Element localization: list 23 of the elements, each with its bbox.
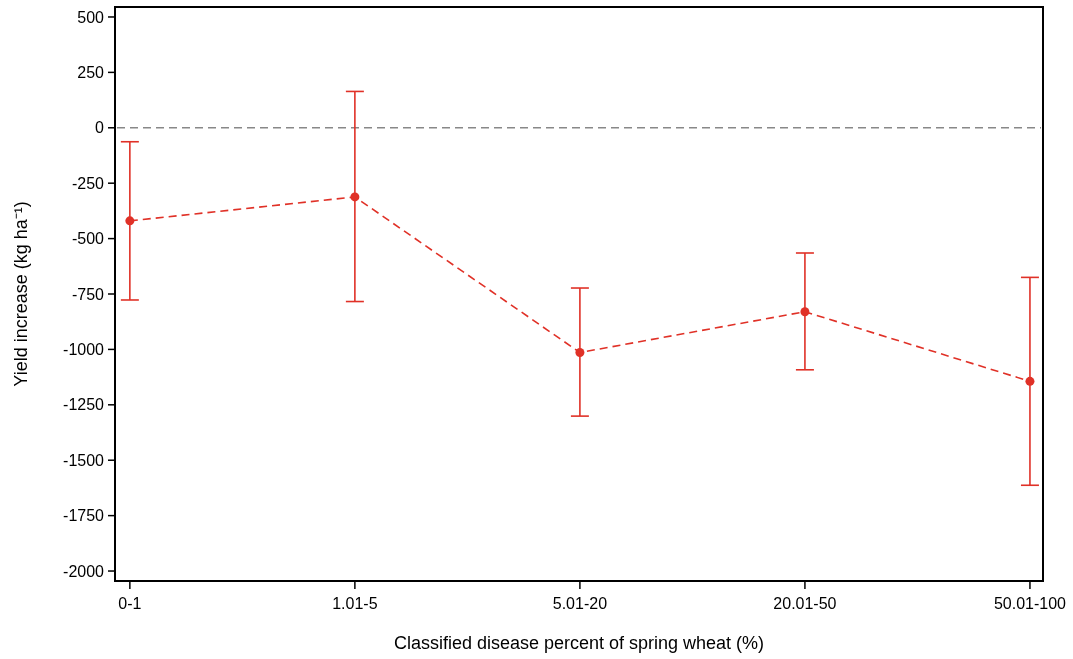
y-tick-label: -2000 xyxy=(63,562,105,580)
point xyxy=(1025,376,1035,386)
point xyxy=(350,192,360,202)
x-tick-label: 20.01-50 xyxy=(773,595,837,612)
x-tick-label: 1.01-5 xyxy=(332,595,378,612)
y-tick-label: -750 xyxy=(71,285,105,303)
x-tick-label: 50.01-100 xyxy=(993,595,1067,612)
y-tick-label: 0 xyxy=(95,119,105,137)
point xyxy=(575,348,585,358)
y-tick-label: -1750 xyxy=(63,507,105,525)
y-tick-label: -1500 xyxy=(63,451,105,469)
point xyxy=(125,216,135,226)
x-tick-label: 0-1 xyxy=(118,595,142,612)
point xyxy=(800,307,810,317)
y-tick-label: 500 xyxy=(77,8,105,26)
x-axis-title: Classified disease percent of spring wheat (%) xyxy=(393,633,765,653)
x-tick-label: 5.01-20 xyxy=(552,595,608,612)
y-tick-label: 250 xyxy=(77,63,105,81)
y-tick-label: -1000 xyxy=(63,341,105,359)
y-tick-label: -1250 xyxy=(63,396,105,414)
y-axis-title: Yield increase (kg ha⁻¹) xyxy=(11,201,31,387)
y-tick-label: -250 xyxy=(71,174,105,192)
y-tick-label: -500 xyxy=(71,230,105,248)
